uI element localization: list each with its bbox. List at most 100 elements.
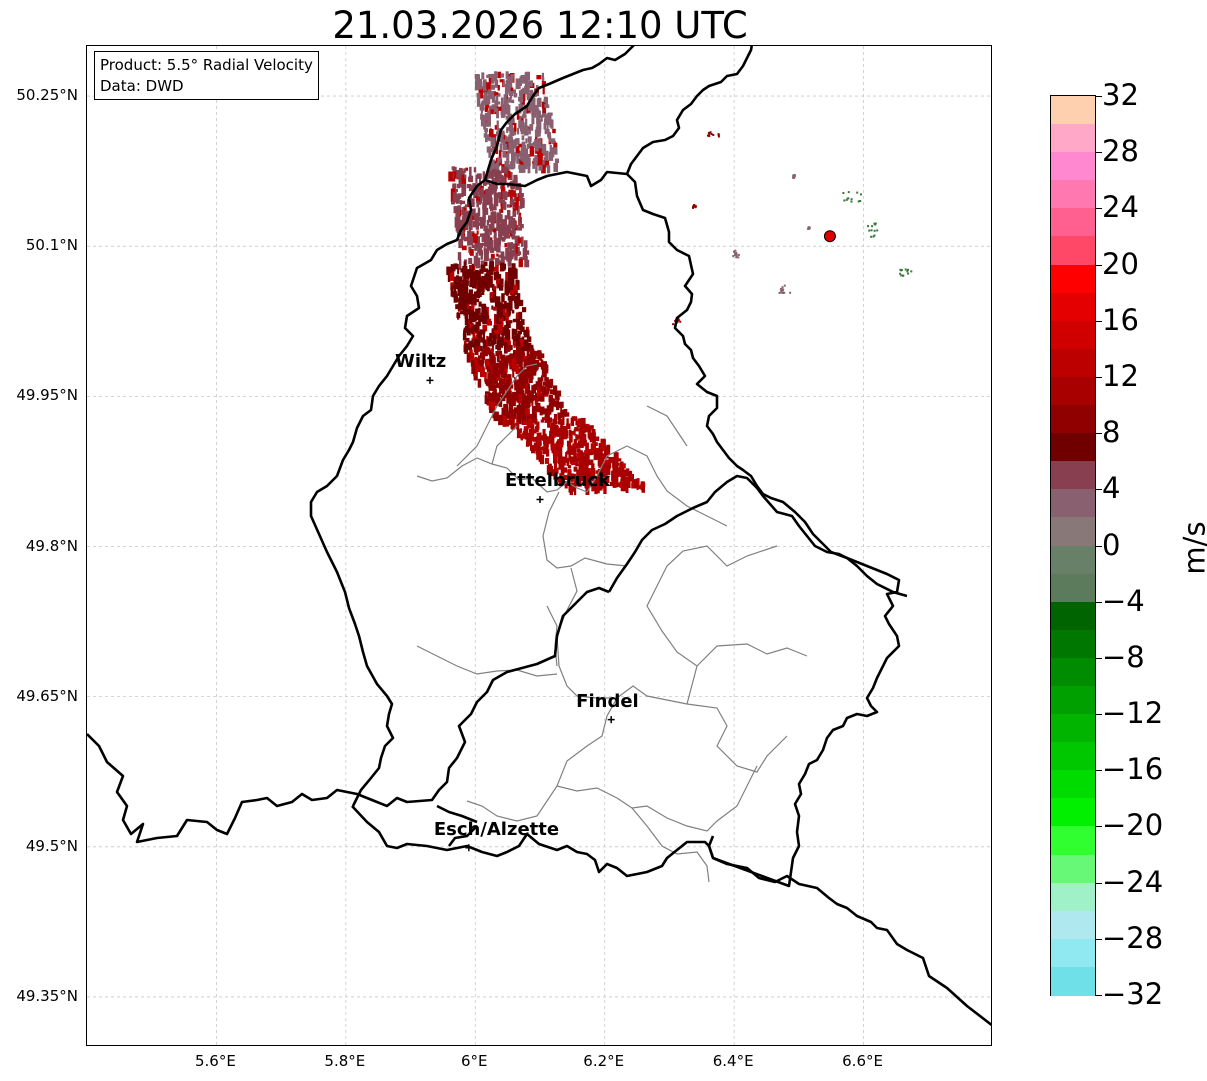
radar-echo-pixel bbox=[483, 339, 488, 348]
radar-echo-pixel bbox=[452, 184, 456, 188]
radar-echo-pixel bbox=[500, 176, 506, 184]
radar-echo-pixel bbox=[497, 192, 502, 198]
map-canvas[interactable] bbox=[87, 46, 992, 1046]
radar-echo-pixel bbox=[519, 187, 522, 196]
radar-echo-pixel bbox=[538, 355, 542, 360]
lat-tick-label: 49.5°N bbox=[25, 836, 78, 855]
radar-echo-pixel bbox=[597, 475, 600, 485]
radar-echo-pixel bbox=[505, 115, 509, 120]
radar-echo-pixel bbox=[472, 365, 475, 372]
radar-echo-pixel bbox=[591, 443, 595, 452]
radar-echo-pixel bbox=[518, 90, 522, 96]
radar-echo-pixel bbox=[584, 450, 589, 454]
colorbar-tick-label: −20 bbox=[1102, 808, 1164, 843]
radar-echo-pixel bbox=[510, 290, 515, 296]
radar-echo-pixel bbox=[619, 465, 624, 473]
radar-echo-pixel bbox=[488, 393, 493, 402]
map-panel[interactable] bbox=[86, 45, 992, 1046]
radar-echo-pixel bbox=[576, 448, 581, 453]
radar-echo-pixel bbox=[483, 196, 486, 203]
radar-echo-pixel bbox=[525, 326, 529, 332]
radar-echo-pixel bbox=[536, 360, 540, 367]
radar-echo-pixel bbox=[521, 414, 527, 425]
radar-echo-pixel bbox=[508, 218, 511, 230]
radar-echo-pixel bbox=[470, 212, 476, 221]
colorbar-segment bbox=[1051, 489, 1095, 518]
radar-echo-pixel bbox=[504, 386, 507, 391]
radar-echo-pixel bbox=[516, 153, 519, 164]
radar-echo-pixel bbox=[475, 174, 478, 184]
radar-echo-pixel bbox=[601, 473, 607, 478]
colorbar-segment bbox=[1051, 770, 1095, 799]
radar-echo-pixel bbox=[482, 174, 486, 180]
radar-echo-pixel bbox=[528, 353, 534, 364]
radar-echo-pixel bbox=[500, 353, 503, 360]
radar-echo-pixel bbox=[460, 310, 465, 315]
colorbar-tick-label: 32 bbox=[1102, 78, 1139, 112]
radar-echo-pixel bbox=[534, 139, 539, 148]
radar-echo-pixel bbox=[529, 428, 533, 433]
radar-echo-pixel bbox=[518, 164, 523, 170]
radar-echo-pixel bbox=[467, 306, 472, 315]
radar-echo-pixel bbox=[552, 418, 556, 424]
radar-echo-pixel bbox=[476, 173, 482, 179]
radar-echo-pixel bbox=[544, 458, 550, 464]
radar-echo-pixel bbox=[504, 344, 508, 354]
radar-echo-pixel bbox=[606, 445, 609, 455]
radar-echo-pixel bbox=[575, 434, 580, 440]
radar-echo-pixel bbox=[578, 461, 584, 469]
city-label: Wiltz bbox=[394, 351, 447, 373]
radar-echo-pixel bbox=[579, 418, 582, 425]
radar-echo-pixel bbox=[520, 378, 524, 386]
radar-echo-pixel bbox=[514, 381, 518, 391]
radar-echo-pixel bbox=[498, 336, 502, 343]
radar-echo-pixel bbox=[510, 419, 513, 430]
radar-echo-pixel bbox=[511, 291, 516, 301]
radar-echo-pixel bbox=[553, 385, 558, 396]
radar-echo-pixel bbox=[484, 394, 488, 404]
radar-echo-pixel bbox=[521, 154, 525, 162]
radar-echo-pixel bbox=[519, 299, 524, 307]
colorbar-tick bbox=[1096, 545, 1102, 547]
lon-tick-label: 6°E bbox=[461, 1052, 488, 1070]
radar-echo-pixel bbox=[482, 214, 486, 223]
radar-echo-pixel bbox=[589, 433, 594, 443]
radar-echo-pixel bbox=[807, 226, 810, 229]
colorbar-tick-label: −4 bbox=[1102, 583, 1145, 618]
radar-echo-pixel bbox=[900, 274, 903, 277]
radar-echo-pixel bbox=[473, 233, 478, 244]
radar-echo-pixel bbox=[541, 456, 544, 461]
radar-echo-pixel bbox=[512, 335, 517, 346]
radar-echo-pixel bbox=[494, 125, 497, 130]
radar-echo-pixel bbox=[559, 443, 562, 452]
radar-echo-pixel bbox=[583, 465, 589, 476]
radar-echo-pixel bbox=[479, 177, 482, 186]
colorbar-segment bbox=[1051, 938, 1095, 968]
radar-echo-pixel bbox=[842, 192, 845, 194]
radar-echo-pixel bbox=[481, 100, 486, 106]
radar-echo-pixel bbox=[521, 114, 527, 119]
radar-echo-pixel bbox=[499, 399, 503, 407]
radar-echo-pixel bbox=[845, 198, 848, 201]
radar-echo-pixel bbox=[475, 362, 481, 372]
radar-echo-pixel bbox=[502, 135, 508, 145]
radar-echo-pixel bbox=[493, 378, 496, 390]
radar-echo-pixel bbox=[486, 306, 489, 315]
radar-echo-pixel bbox=[488, 358, 493, 369]
radar-echo-pixel bbox=[453, 171, 457, 179]
radar-echo-pixel bbox=[500, 134, 504, 143]
radar-echo-pixel bbox=[495, 411, 499, 421]
radar-echo-pixel bbox=[710, 133, 713, 135]
radar-echo-pixel bbox=[567, 445, 572, 454]
radar-echo-pixel bbox=[591, 485, 594, 492]
radar-echo-pixel bbox=[519, 158, 524, 166]
radar-echo-pixel bbox=[622, 481, 626, 492]
radar-echo-pixel bbox=[472, 293, 475, 304]
radar-echo-pixel bbox=[506, 204, 512, 208]
radar-echo-pixel bbox=[511, 99, 515, 104]
radar-echo-pixel bbox=[461, 216, 467, 224]
radar-echo-pixel bbox=[501, 407, 506, 416]
radar-echo-pixel bbox=[515, 82, 521, 90]
radar-echo-pixel bbox=[473, 167, 477, 173]
radar-echo-pixel bbox=[534, 418, 538, 425]
